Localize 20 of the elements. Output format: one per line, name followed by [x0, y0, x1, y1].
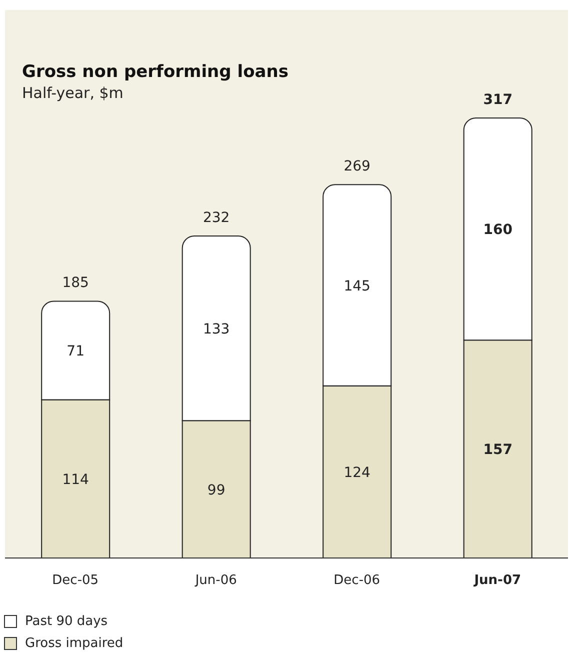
chart-subtitle: Half-year, $m: [22, 84, 124, 102]
x-tick-label: Jun-07: [473, 573, 522, 588]
data-label: 157: [483, 442, 512, 458]
data-label: 133: [202, 321, 230, 338]
data-label: 145: [344, 278, 370, 294]
x-tick-label: Dec-05: [52, 573, 99, 588]
x-tick-label: Dec-06: [334, 573, 380, 588]
data-label: 114: [62, 472, 90, 488]
total-label: 185: [62, 275, 89, 292]
legend-label: Gross impaired: [25, 636, 124, 650]
data-label: 99: [207, 482, 226, 498]
legend-label: Past 90 days: [25, 614, 108, 628]
chart-title: Gross non performing loans: [22, 62, 288, 82]
total-label: 317: [483, 92, 512, 108]
total-label: 269: [344, 158, 370, 175]
data-label: 160: [483, 222, 513, 238]
data-label: 124: [344, 464, 371, 481]
data-label: 71: [66, 343, 85, 360]
x-tick-label: Jun-06: [194, 573, 237, 588]
total-label: 232: [202, 210, 230, 226]
